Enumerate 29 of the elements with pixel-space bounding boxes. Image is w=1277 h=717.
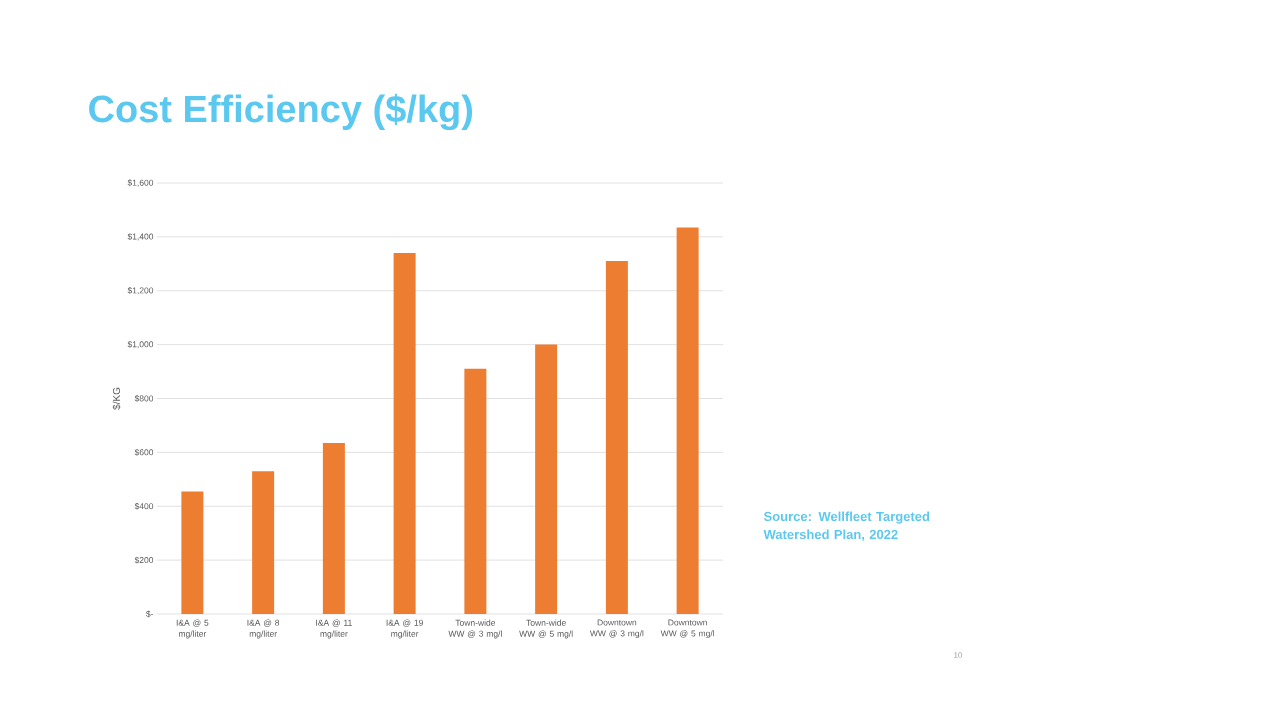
bar <box>393 253 416 614</box>
x-tick-label: I&A @ 19 mg/liter <box>386 619 423 639</box>
y-tick-label: $1,600 <box>127 179 154 187</box>
bar <box>322 442 345 614</box>
bar <box>464 368 487 614</box>
y-tick-label: $400 <box>134 502 154 510</box>
bar <box>181 491 204 614</box>
bar <box>676 227 699 614</box>
y-tick-label: $1,400 <box>127 233 154 241</box>
bar <box>252 471 275 614</box>
x-tick-label: I&A @ 8 mg/liter <box>247 619 280 639</box>
x-tick-label: Town-wide WW @ 3 mg/l <box>448 619 502 639</box>
y-tick-label: $1,000 <box>127 340 154 349</box>
y-tick-label: $800 <box>134 395 154 402</box>
y-tick-label: $- <box>146 610 154 618</box>
y-axis-title: $/KG <box>112 387 121 410</box>
chart-title: Cost Efficiency ($/kg) <box>89 93 473 131</box>
y-tick-label: $200 <box>134 556 154 564</box>
x-tick-label: I&A @ 11 mg/liter <box>316 619 352 639</box>
source-note: Source: Wellfleet Targeted Watershed Plan, 2022 <box>763 511 930 541</box>
x-tick-label: Town-wide WW @ 5 mg/l <box>519 619 573 639</box>
bar <box>605 261 628 614</box>
text: 10 <box>954 652 963 658</box>
x-tick-label: I&A @ 5 mg/liter <box>176 619 209 639</box>
bar <box>535 344 558 614</box>
y-tick-label: $600 <box>134 448 154 456</box>
x-tick-label: Downtown WW @ 3 mg/l <box>589 619 644 639</box>
y-tick-label: $1,200 <box>127 287 154 295</box>
x-tick-label: Downtown WW @ 5 mg/l <box>660 619 715 639</box>
